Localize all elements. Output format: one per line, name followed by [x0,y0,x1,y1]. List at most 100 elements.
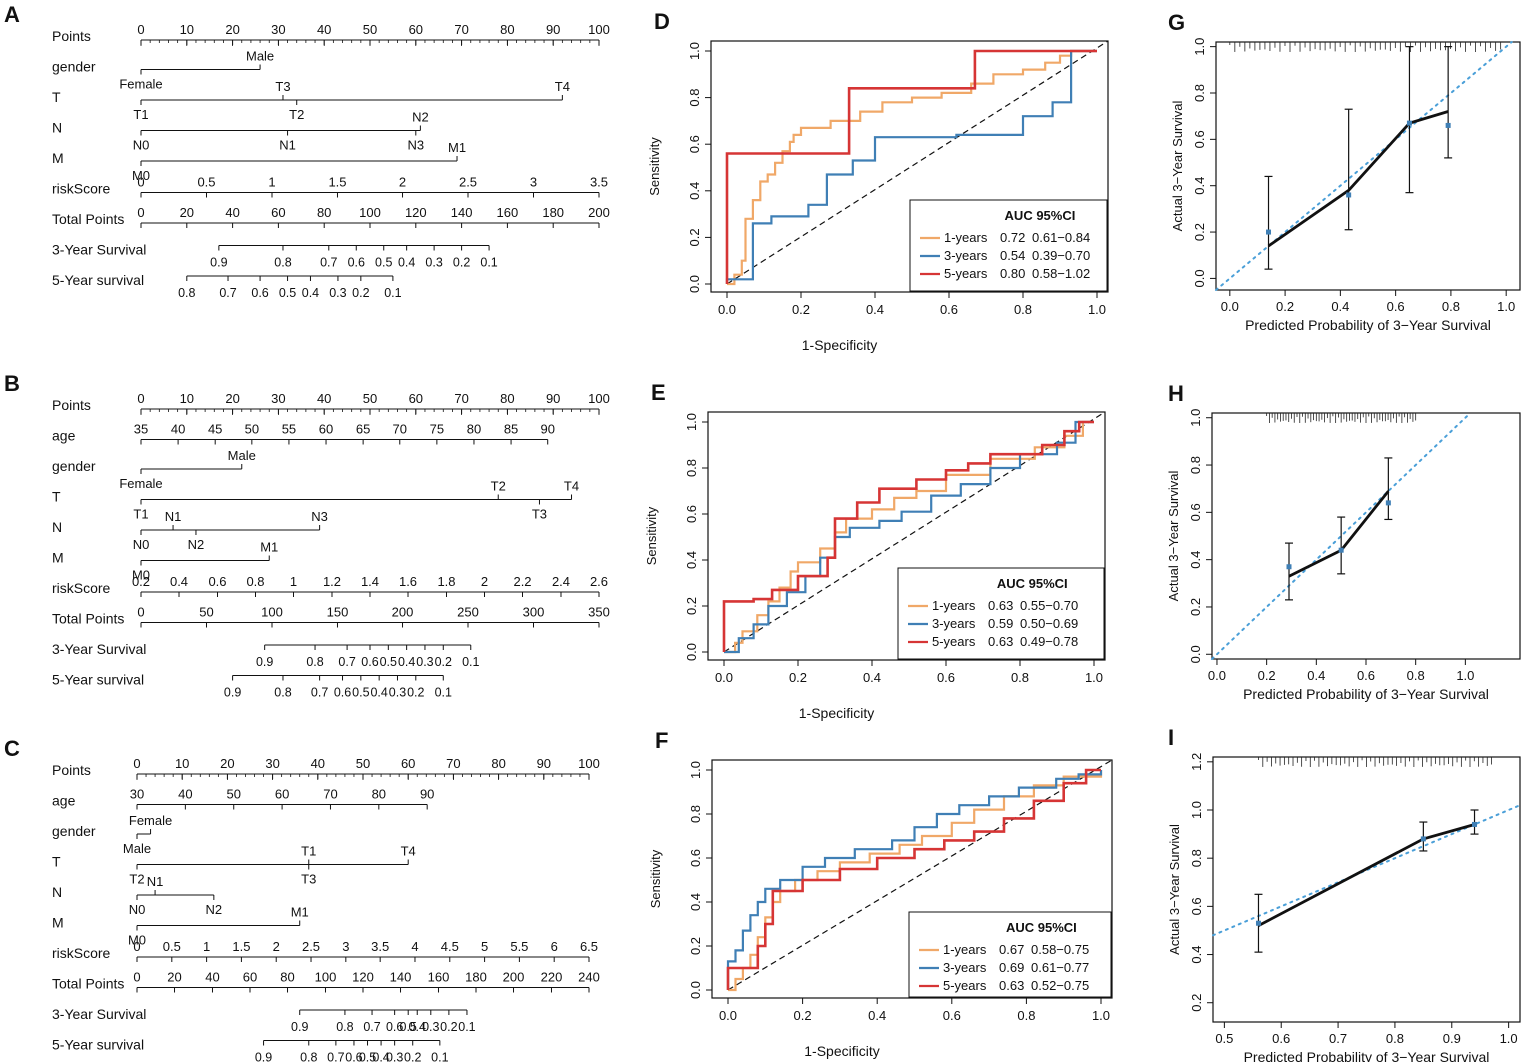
tick-label: 60 [409,22,423,37]
tick-label: 35 [134,422,148,437]
y-tick-label: 0.4 [1189,946,1204,964]
legend: AUC 95%CI 1-years 0.63 0.55−0.70 3-years 0.59… [897,567,1105,660]
tick-label: 70 [323,787,337,802]
tick-label: 0 [137,391,144,406]
y-tick-label: 0.2 [1188,598,1203,616]
tick-label: 0.4 [398,256,415,270]
x-tick-label: 0.8 [1386,1031,1404,1046]
tick-label: 100 [261,605,283,620]
nomogram-A-row-6: Total Points 0 20 40 60 80 100 120 140 160 180 200 [52,205,610,228]
nomogram-B-row-5: M M0 M1 [52,540,278,583]
x-tick-label: 0.8 [1407,668,1425,683]
tick-label: 20 [167,970,181,985]
tick-label: 0 [133,939,140,954]
y-tick-label: 0.8 [688,805,703,823]
tick-label: 160 [497,205,519,220]
tick-label: 50 [363,391,377,406]
tick-label: M0 [128,933,146,948]
tick-label: 50 [363,22,377,37]
tick-label: 20 [180,205,194,220]
y-tick-label: 0.8 [1189,849,1204,867]
nomogram-row-label: 5-Year survival [52,672,144,688]
legend-entry-name: 1-years [932,598,976,613]
y-tick-label: 1.0 [1192,38,1207,56]
x-tick-label: 0.0 [718,302,736,317]
tick-label: T1 [301,844,316,859]
tick-label: Male [123,841,151,856]
calibration-panel-I: I 0.5 0.6 0.7 0.8 0.9 1.0 0.2 0.4 0.6 0.8 1.0 1.2 Pre… [1167,725,1521,1062]
roc-panel-D: D 0.0 0.2 0.4 0.6 0.8 1.0 0.0 0.2 0.4 0.6 0.8 1.0 1-S… [647,9,1109,353]
tick-label: T3 [275,79,290,94]
legend-entry-ci: 0.49−0.78 [1020,634,1078,649]
tick-label: 350 [588,605,610,620]
observed-point [1472,821,1478,827]
tick-label: 0.1 [431,1051,448,1062]
tick-label: 0.5 [400,1020,417,1034]
y-tick-label: 1.0 [688,761,703,779]
plot-frame [710,40,1109,293]
tick-label: 3.5 [371,939,389,954]
tick-label: 0.5 [352,686,369,700]
tick-label: 2.5 [459,175,477,190]
tick-label: 0.3 [425,256,442,270]
legend-entry-ci: 0.61−0.84 [1032,230,1090,245]
tick-label: 40 [311,756,325,771]
tick-label: 5 [481,939,488,954]
tick-label: 0 [137,22,144,37]
legend-title: AUC 95%CI [997,576,1068,591]
tick-label: 0 [133,970,140,985]
rug-marks [1258,757,1492,767]
tick-label: 0.4 [372,1051,389,1062]
nomogram-C-row-0: Points 0 10 20 30 40 50 60 70 80 90 100 [52,756,600,780]
tick-label: 0.6 [345,1051,362,1062]
tick-label: 0.3 [329,286,346,300]
roc-curve-3-years [725,49,1097,284]
y-tick-label: 0.8 [1188,456,1203,474]
tick-label: 6.5 [580,939,598,954]
x-tick-label: 0.5 [1215,1031,1233,1046]
tick-label: 140 [390,970,412,985]
y-tick-label: 0.0 [684,643,699,661]
tick-label: N3 [407,138,424,153]
legend-entry-ci: 0.39−0.70 [1032,248,1090,263]
x-tick-label: 1.0 [1092,1008,1110,1023]
tick-label: 0.5 [163,939,181,954]
tick-label: M0 [132,168,150,183]
legend-entry-ci: 0.50−0.69 [1020,616,1078,631]
tick-label: 2 [273,939,280,954]
tick-label: 140 [451,205,473,220]
tick-label: 0.3 [416,655,433,669]
panel-letter-B: B [4,371,20,396]
legend-entry-name: 5-years [944,266,988,281]
tick-label: 10 [175,756,189,771]
y-axis-label: Sensitivity [644,506,659,565]
tick-label: 0.8 [274,686,291,700]
nomogram-row-label: 3-Year Survival [52,242,146,258]
tick-label: 50 [199,605,213,620]
nomogram-row-label: T [52,854,61,870]
tick-label: 1.5 [232,939,250,954]
tick-label: 80 [280,970,294,985]
tick-label: 40 [225,205,239,220]
legend-entry-name: 1-years [943,942,987,957]
y-axis-label: Sensitivity [648,849,663,908]
tick-label: 0.7 [363,1020,380,1034]
tick-label: 100 [315,970,337,985]
tick-label: T3 [532,507,547,522]
y-tick-label: 1.0 [684,413,699,431]
ideal-line [1215,41,1513,291]
legend-box [909,199,1108,292]
legend-entry-name: 3-years [932,616,976,631]
tick-label: 0.7 [338,655,355,669]
calibration-line [1267,110,1449,248]
legend-entry-ci: 0.52−0.75 [1031,978,1089,993]
tick-label: 0.1 [384,286,401,300]
tick-label: 0.7 [219,286,236,300]
nomogram-row-label: M [52,150,64,166]
tick-label: 1.2 [323,574,341,589]
tick-label: 0.3 [389,686,406,700]
tick-label: T4 [564,479,579,494]
nomogram-C-row-8: 3-Year Survival 0.9 0.8 0.7 0.60.50.40.3 0.2 0… [52,1006,476,1034]
tick-label: N0 [133,537,150,552]
nomogram-A-row-1: gender Female Male [52,49,274,92]
